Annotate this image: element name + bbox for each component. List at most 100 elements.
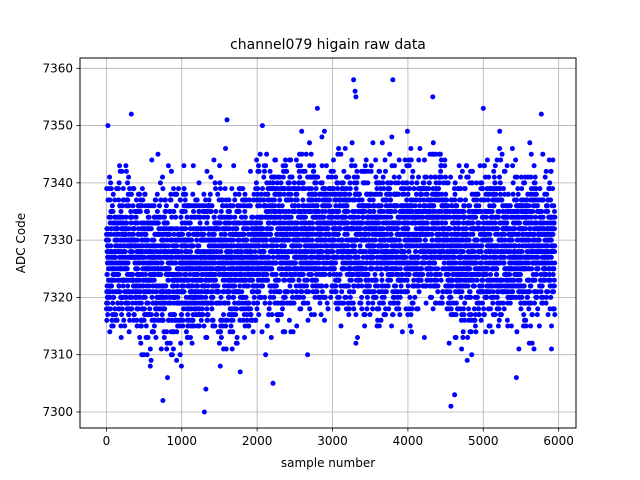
data-point <box>461 203 467 209</box>
data-point <box>299 128 305 134</box>
data-point <box>223 346 229 352</box>
data-point <box>234 340 240 346</box>
data-point <box>142 294 148 300</box>
data-point <box>107 329 113 335</box>
data-point <box>234 226 240 232</box>
data-point <box>465 174 471 180</box>
data-point <box>333 203 339 209</box>
data-point <box>378 266 384 272</box>
data-point <box>438 163 444 169</box>
data-point <box>267 220 272 226</box>
data-point <box>470 220 476 226</box>
data-point <box>282 243 287 249</box>
data-point <box>118 209 124 214</box>
data-point <box>445 231 451 237</box>
data-point <box>140 197 146 203</box>
data-point <box>165 375 170 381</box>
data-point <box>417 203 423 209</box>
data-point <box>376 323 382 329</box>
data-point <box>404 277 410 283</box>
data-point <box>124 266 130 272</box>
data-point <box>400 180 406 186</box>
data-point <box>359 306 365 312</box>
data-point <box>313 186 319 192</box>
data-point <box>230 329 236 335</box>
data-point <box>160 174 165 180</box>
data-point <box>397 312 403 318</box>
data-point <box>246 323 252 329</box>
data-point <box>405 289 410 295</box>
data-point <box>243 294 249 300</box>
data-point <box>140 283 146 289</box>
data-point <box>110 323 116 329</box>
data-point <box>138 340 144 346</box>
data-point <box>472 317 478 323</box>
data-point <box>208 174 214 180</box>
data-point <box>215 283 221 289</box>
data-point <box>270 243 276 249</box>
data-point <box>272 203 278 209</box>
data-point <box>217 186 223 192</box>
data-point <box>450 277 455 283</box>
data-point <box>211 214 217 220</box>
data-point <box>242 191 248 197</box>
data-point <box>435 289 441 295</box>
data-point <box>116 180 122 186</box>
data-point <box>178 214 184 220</box>
data-point <box>257 203 263 209</box>
data-point <box>172 312 178 318</box>
data-point <box>173 203 179 209</box>
data-point <box>174 243 180 249</box>
data-point <box>154 209 160 214</box>
data-point <box>287 266 293 272</box>
data-point <box>196 209 202 214</box>
data-point <box>219 317 225 323</box>
data-point <box>231 163 237 169</box>
data-points <box>103 77 558 415</box>
data-point <box>184 214 190 220</box>
data-point <box>388 214 394 220</box>
data-point <box>445 203 451 209</box>
data-point <box>248 249 254 255</box>
data-point <box>445 272 451 277</box>
data-point <box>296 186 302 192</box>
data-point <box>358 277 363 283</box>
data-point <box>413 249 419 255</box>
data-point <box>163 209 169 214</box>
data-point <box>282 157 288 163</box>
data-point <box>341 168 347 174</box>
data-point <box>187 272 193 277</box>
data-point <box>125 260 131 266</box>
data-point <box>213 277 218 283</box>
data-point <box>236 209 242 214</box>
data-point <box>228 214 234 220</box>
data-point <box>384 243 390 249</box>
data-point <box>230 317 236 323</box>
data-point <box>128 220 134 226</box>
data-point <box>398 283 404 289</box>
data-point <box>408 312 414 318</box>
data-point <box>401 249 407 255</box>
data-point <box>430 140 436 146</box>
data-point <box>463 197 468 203</box>
data-point <box>355 254 361 260</box>
data-point <box>399 272 405 277</box>
data-point <box>159 312 165 318</box>
data-point <box>263 352 269 358</box>
data-point <box>428 272 434 277</box>
data-point <box>130 231 136 237</box>
data-point <box>181 186 187 192</box>
data-point <box>264 272 270 277</box>
data-point <box>470 277 476 283</box>
data-point <box>225 300 231 306</box>
data-point <box>354 174 360 180</box>
data-point <box>310 254 316 260</box>
data-point <box>442 157 448 163</box>
data-point <box>158 197 164 203</box>
data-point <box>456 226 462 232</box>
data-point <box>173 260 179 266</box>
data-point <box>118 300 124 306</box>
data-point <box>300 272 306 277</box>
data-point <box>255 283 260 289</box>
data-point <box>353 312 359 318</box>
